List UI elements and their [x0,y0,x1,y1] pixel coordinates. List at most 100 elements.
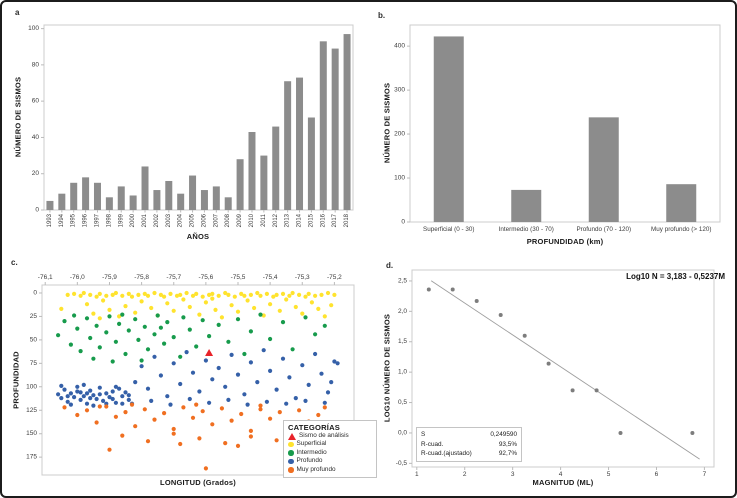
stat-row: S 0,249590 [421,430,517,440]
y-tick-label: 200 [394,131,405,138]
x-tick-label: Profundo (70 - 120) [576,226,631,233]
bar [331,48,339,210]
plot-frame [411,269,715,468]
bars-group [46,34,351,210]
x-tick-label: 4 [559,471,563,478]
panel-b: b. NÚMERO DE SISMOS 0 100 200 300 400 Superfi… [370,2,735,250]
legend-item: Muy profundo [288,466,372,474]
bar [141,166,149,210]
panel-c-label: c. [11,258,18,267]
x-tick-label: Muy profundo (> 120) [651,226,711,233]
bar [165,180,173,210]
panel-d-y-axis-title: LOG10 NÚMERO DE SISMOS [382,313,392,423]
x-tick-label: 2009 [237,213,243,227]
y-tick-label: 0,5 [398,399,407,406]
x-tick-label: 1993 [47,213,53,227]
y-tick-label: 25 [30,313,38,320]
bar [272,126,280,210]
bar [260,155,268,210]
panel-a-y-axis-title: NÚMERO DE SISMOS [13,76,23,158]
plot-frame [43,24,354,211]
x-tick-label: -75,8 [134,274,149,281]
bar [307,117,315,210]
panel-d: d. LOG10 NÚMERO DE SISMOS 1 2 3 4 5 6 7 2,5 2,0 1… [370,250,735,496]
bar [153,190,161,210]
y-tick-label: 100 [394,175,405,182]
x-tick-label: 2017 [332,213,338,227]
series-superficial [59,290,337,321]
x-tick-label: 1994 [59,213,65,227]
bar [224,197,232,210]
plot-frame [41,284,355,476]
x-tick-label: -75,4 [263,274,278,281]
panel-c-y-axis-title: PROFUNDIDAD [11,351,21,409]
y-tick-label: 20 [32,170,40,177]
panel-a: a NÚMERO DE SISMOS 0 20 40 60 80 100 1993 1994 1… [2,2,370,250]
x-tick-label: 2008 [225,213,231,227]
x-tick-label: -75,9 [102,274,117,281]
bar [666,184,697,222]
stat-value: 93,5% [498,440,517,448]
x-tick-label: 2002 [154,213,160,227]
panel-d-label: d. [386,261,394,270]
bar [212,186,220,210]
y-tick-label: 1,5 [398,338,407,345]
y-tick-label: 300 [394,87,405,94]
bar [58,193,66,210]
x-tick-label: 2000 [130,213,136,227]
bar [129,195,137,210]
y-tick-label: 0 [35,207,39,214]
series-profundo [56,348,340,408]
regression-equation: Log10 N = 3,183 - 0,5237M [626,272,725,281]
x-tick-label: 2004 [178,213,184,227]
panel-c-x-axis-title: LONGITUD (Grados) [160,478,236,487]
x-tick-label: 2013 [285,213,291,227]
x-tick-label: -76,0 [70,274,85,281]
panel-a-label: a [15,8,20,17]
legend-item: Sismo de análisis [288,432,372,440]
x-tick-label: 2001 [142,213,148,227]
legend-item-label: Profundo [296,457,323,465]
y-tick-label: 0 [401,219,405,226]
y-tick-label: 400 [394,43,405,50]
panel-b-x-axis-title: PROFUNDIDAD (km) [526,237,604,246]
bar [70,182,78,210]
y-tick-label: 100 [26,383,37,390]
y-tick-label: -0,5 [396,460,408,467]
x-tick-label: -75,7 [166,274,181,281]
x-tick-label: 2005 [190,213,196,227]
x-tick-label: -76,1 [38,274,53,281]
x-tick-label: 2015 [308,213,314,227]
y-tick-label: 100 [28,25,39,32]
x-tick-label: 2010 [249,213,255,227]
y-tick-label: 175 [26,454,37,461]
panel-d-chart: 1 2 3 4 5 6 7 2,5 2,0 1,5 1,0 0,5 0,0 -0,5 [396,269,715,478]
bar [82,177,90,210]
bar [296,77,304,210]
y-tick-label: 75 [30,360,38,367]
analysis-earthquake-marker [205,349,214,357]
panel-b-y-axis-title: NÚMERO DE SISMOS [382,82,392,164]
legend-item-label: Superficial [296,440,327,448]
y-tick-label: 50 [30,336,38,343]
x-tick-label: 7 [703,471,707,478]
legend-item: Profundo [288,457,372,465]
y-tick-label: 0 [33,289,37,296]
x-tick-label: 2018 [344,213,350,227]
x-tick-label: -75,2 [327,274,342,281]
y-tick-label: 80 [32,61,40,68]
y-tick-label: 2,0 [398,308,407,315]
y-tick-label: 60 [32,98,40,105]
stat-value: 0,249590 [490,431,517,438]
bar [236,159,244,210]
bar [319,41,327,210]
x-tick-label: 1997 [94,213,100,227]
y-tick-label: 0,0 [398,429,407,436]
y-tick-label: 40 [32,134,40,141]
legend-item: Intermedio [288,449,372,457]
stat-row: R-cuad.(ajustado) 92,7% [421,449,517,459]
x-tick-label: -75,3 [295,274,310,281]
x-tick-label: 2012 [273,213,279,227]
bar [117,186,125,210]
y-tick-label: 150 [26,430,37,437]
